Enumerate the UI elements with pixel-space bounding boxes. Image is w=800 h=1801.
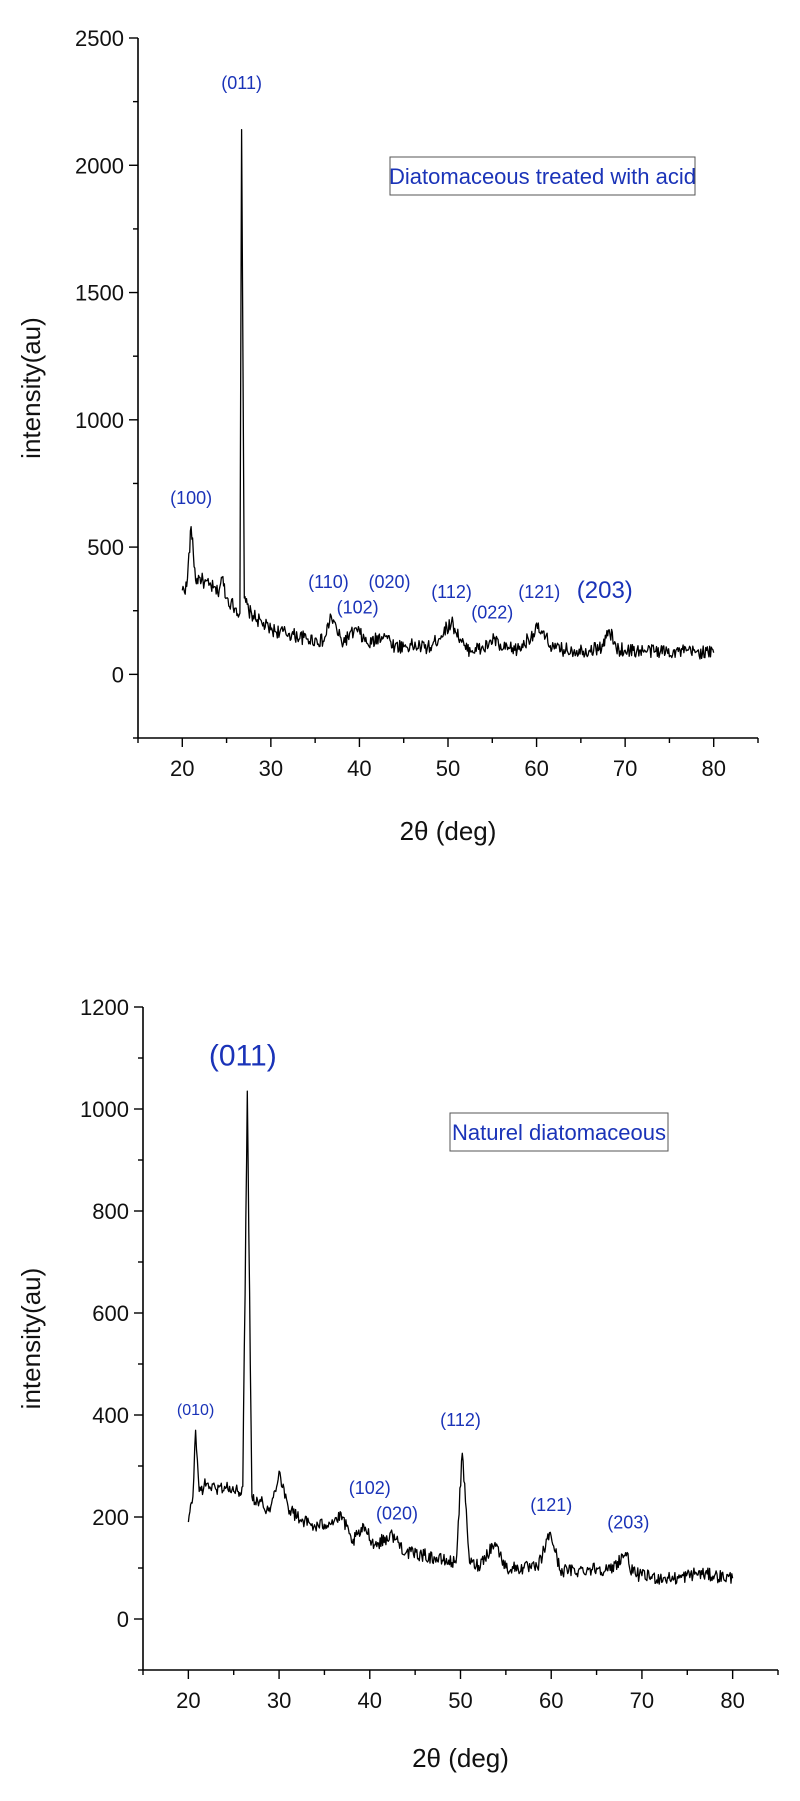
y-tick-label: 400 (92, 1403, 129, 1428)
peak-label: (020) (376, 1504, 418, 1524)
chart-panel-1: 0 500 1000 1500 2000 2500 20 30 40 50 60 70 80 2θ (de… (16, 26, 759, 846)
legend-box (449, 1112, 669, 1152)
y-tick-label: 0 (112, 662, 124, 687)
y-tick-label: 1200 (80, 995, 129, 1020)
peak-label: (010) (177, 1402, 214, 1419)
x-axis-title: 2θ (deg) (400, 816, 497, 846)
x-tick-label: 20 (176, 1688, 200, 1713)
x-tick-label: 50 (436, 756, 460, 781)
peak-label: (121) (518, 582, 560, 602)
chart-panel-2: 0 200 400 600 800 1000 1200 20 30 40 50 60 70 80 2θ (d… (16, 995, 779, 1773)
x-tick-label: 60 (524, 756, 548, 781)
x-tick-label: 70 (630, 1688, 654, 1713)
x-tick-label: 30 (259, 756, 283, 781)
peak-label: (112) (440, 1410, 481, 1430)
y-tick-label: 2000 (75, 153, 124, 178)
x-tick-label: 40 (358, 1688, 382, 1713)
y-tick-label: 1000 (80, 1097, 129, 1122)
y-tick-label: 0 (117, 1607, 129, 1632)
y-tick-label: 1000 (75, 408, 124, 433)
peak-label: (110) (308, 572, 349, 592)
peak-label: (020) (369, 572, 411, 592)
peak-label: (022) (471, 602, 513, 622)
series-line (187, 1090, 734, 1585)
x-tick-label: 70 (613, 756, 637, 781)
x-tick-label: 50 (448, 1688, 472, 1713)
y-tick-label: 1500 (75, 281, 124, 306)
y-tick-label: 200 (92, 1505, 129, 1530)
legend-label: Naturel diatomaceous (452, 1120, 666, 1145)
x-tick-label: 80 (701, 756, 725, 781)
x-tick-label: 20 (170, 756, 194, 781)
peak-label: (011) (209, 1040, 277, 1073)
peak-label: (203) (577, 577, 633, 604)
peak-label: (102) (337, 597, 379, 617)
x-axis-title: 2θ (deg) (412, 1743, 509, 1773)
y-axis-title: intensity(au) (16, 1268, 46, 1410)
peak-label: (112) (431, 582, 472, 602)
legend-box (389, 156, 696, 196)
x-tick-label: 60 (539, 1688, 563, 1713)
peak-label: (011) (221, 73, 262, 93)
peak-label: (121) (530, 1495, 572, 1515)
y-tick-label: 600 (92, 1301, 129, 1326)
peak-label: (100) (170, 488, 212, 508)
peak-label: (102) (349, 1478, 391, 1498)
x-tick-label: 80 (720, 1688, 744, 1713)
legend-label: Diatomaceous treated with acid (389, 164, 696, 189)
y-tick-label: 2500 (75, 26, 124, 51)
x-tick-label: 30 (267, 1688, 291, 1713)
y-tick-label: 800 (92, 1199, 129, 1224)
x-tick-label: 40 (347, 756, 371, 781)
peak-label: (203) (607, 1513, 649, 1533)
series-line (181, 128, 715, 660)
y-tick-label: 500 (87, 535, 124, 560)
y-axis-title: intensity(au) (16, 317, 46, 459)
